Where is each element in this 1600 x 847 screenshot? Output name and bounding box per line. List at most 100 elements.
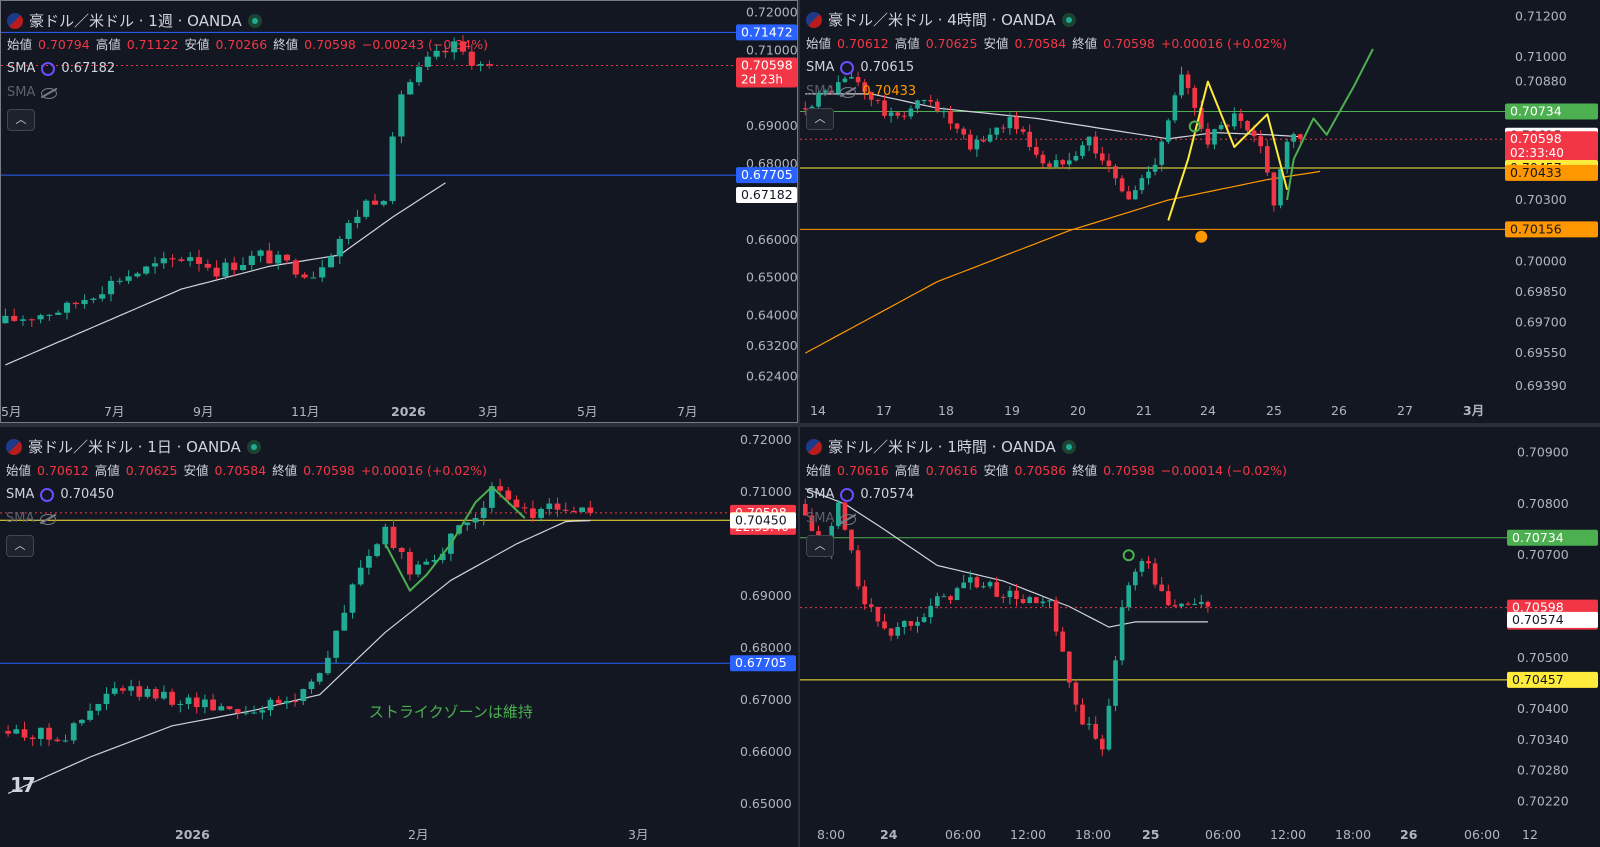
candle-body: [954, 588, 960, 601]
candle-body: [1205, 601, 1211, 607]
indicator-sma-1[interactable]: SMA 0.70574: [806, 483, 1287, 507]
candle: [1192, 598, 1198, 605]
indicator-sma-2[interactable]: SMA 0.70433: [806, 80, 1287, 104]
price-tick-label: 0.65000: [746, 270, 798, 285]
candle-body: [1185, 74, 1191, 88]
sma-label: SMA: [6, 511, 35, 526]
candle-body: [459, 41, 467, 52]
loop-icon[interactable]: [40, 488, 55, 502]
symbol-title[interactable]: 豪ドル／米ドル · 4時間 · OANDA: [828, 11, 1056, 29]
candle: [283, 253, 291, 264]
indicator-sma-2[interactable]: SMA: [6, 507, 487, 531]
candle-body: [1060, 160, 1066, 165]
candle-body: [46, 727, 52, 740]
candle: [319, 259, 326, 283]
candle-body: [835, 82, 841, 94]
chart-canvas[interactable]: 0.71200 0.71000 0.70880 0.70300 0.70000 0.698…: [800, 0, 1600, 423]
price-tick-label: 0.70900: [1517, 445, 1569, 460]
candle: [345, 219, 352, 245]
chart-pane-daily[interactable]: 0.72000 0.71000 0.69000 0.68000 0.67000 0.660…: [0, 427, 798, 847]
chart-pane-4h[interactable]: 0.71200 0.71000 0.70880 0.70300 0.70000 0.698…: [800, 0, 1600, 423]
candle: [266, 242, 273, 264]
candle-body: [901, 621, 907, 628]
indicator-sma-1[interactable]: SMA 0.70615: [806, 56, 1287, 80]
price-label: 0.70433: [1505, 164, 1598, 181]
candle-body: [143, 266, 150, 274]
collapse-legend-button[interactable]: ︿: [7, 109, 35, 131]
candle-body: [948, 111, 953, 124]
eye-off-icon[interactable]: [840, 513, 857, 525]
indicator-sma-1[interactable]: SMA 0.70450: [6, 483, 487, 507]
candle-body: [816, 92, 821, 107]
collapse-legend-button[interactable]: ︿: [806, 108, 834, 130]
candle: [1099, 734, 1105, 757]
candle-body: [974, 577, 980, 588]
chart-canvas[interactable]: 0.72000 0.71000 0.69000 0.68000 0.67000 0.660…: [0, 427, 798, 847]
candle: [193, 692, 200, 714]
candle-body: [1106, 705, 1112, 750]
candle: [239, 257, 247, 271]
eye-off-icon[interactable]: [41, 87, 58, 99]
candle-body: [283, 254, 291, 261]
candle-body: [1231, 113, 1237, 127]
candle: [822, 88, 828, 97]
chart-pane-1h[interactable]: 0.70900 0.70800 0.70700 0.70500 0.70400 0.703…: [800, 427, 1600, 847]
candle-body: [948, 596, 953, 601]
close-label: 終値: [273, 37, 299, 52]
collapse-legend-button[interactable]: ︿: [806, 535, 834, 557]
price-tick-label: 0.69700: [1515, 314, 1567, 329]
candle-body: [177, 704, 184, 706]
eye-off-icon[interactable]: [40, 513, 57, 525]
candle-body: [967, 134, 973, 150]
symbol-title[interactable]: 豪ドル／米ドル · 1時間 · OANDA: [828, 438, 1056, 456]
candle: [1073, 151, 1079, 162]
loop-icon[interactable]: [41, 62, 56, 76]
price-tick-label: 0.71000: [1515, 49, 1567, 64]
collapse-legend-button[interactable]: ︿: [6, 535, 34, 557]
indicator-sma-2[interactable]: SMA: [806, 507, 1287, 531]
price-tick-label: 0.70500: [1517, 650, 1569, 665]
indicator-sma-1[interactable]: SMA 0.67182: [7, 57, 488, 81]
price-tick-label: 0.71200: [1515, 8, 1567, 23]
market-open-icon: [1061, 440, 1076, 454]
candle-body: [319, 267, 326, 278]
candle: [868, 91, 874, 107]
candle: [1093, 716, 1099, 741]
candle: [1192, 85, 1198, 116]
price-tick-label: 0.70000: [1515, 253, 1567, 268]
trend-drawing: [384, 485, 526, 592]
candle-body: [218, 706, 225, 711]
ohlc-values: 始値 0.70616 高値 0.70616 安値 0.70586 終値 0.70598 …: [806, 459, 1287, 483]
price-tick-label: 0.63200: [746, 338, 798, 353]
chart-canvas[interactable]: 0.720000.710000.690000.680000.660000.650…: [1, 1, 798, 423]
candle: [213, 260, 220, 280]
eye-off-icon[interactable]: [840, 86, 857, 98]
price-tick-label: 0.70280: [1517, 763, 1569, 778]
candle-body: [1099, 738, 1105, 750]
candle-body: [934, 596, 940, 606]
loop-icon[interactable]: [840, 488, 855, 502]
indicator-sma-2[interactable]: SMA: [7, 81, 488, 105]
price-tick-label: 0.72000: [746, 4, 798, 19]
low-label: 安値: [184, 37, 210, 52]
candle-body: [987, 134, 993, 142]
candle: [1245, 120, 1250, 135]
time-axis-label: 8:00: [817, 827, 845, 842]
candle-body: [822, 90, 828, 93]
candle: [128, 679, 134, 697]
candle-body: [259, 710, 266, 713]
chart-canvas[interactable]: 0.70900 0.70800 0.70700 0.70500 0.70400 0.703…: [800, 427, 1600, 847]
candle-body: [1297, 134, 1303, 139]
pane-divider-horizontal[interactable]: [0, 423, 1600, 427]
tradingview-logo[interactable]: 17: [10, 773, 36, 797]
loop-icon[interactable]: [840, 61, 855, 75]
candle-body: [349, 584, 356, 613]
symbol-title[interactable]: 豪ドル／米ドル · 1日 · OANDA: [28, 438, 241, 456]
symbol-title[interactable]: 豪ドル／米ドル · 1週 · OANDA: [29, 12, 242, 30]
candle: [961, 126, 967, 140]
candle: [1053, 596, 1059, 637]
chart-pane-weekly[interactable]: 0.72000 0.71000 0.69000 0.68000 0.66000 0.650…: [0, 0, 798, 423]
candle: [934, 592, 940, 609]
candle-body: [363, 200, 370, 217]
price-tick-label: 0.70340: [1517, 732, 1569, 747]
